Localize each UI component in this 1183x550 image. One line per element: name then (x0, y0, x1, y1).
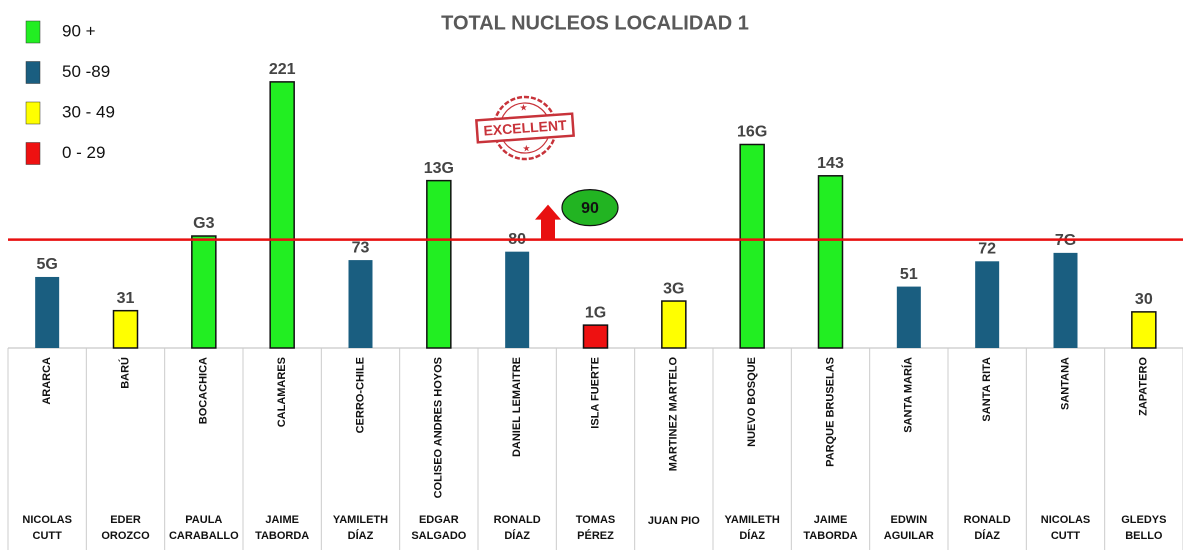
value-label: 73 (352, 239, 370, 256)
manager-name: EDGAR (419, 514, 459, 526)
manager-name: OROZCO (101, 530, 150, 542)
value-label: 16G (737, 124, 767, 141)
manager-name: CUTT (1051, 530, 1081, 542)
manager-name: EDER (110, 514, 141, 526)
value-label: 3G (663, 280, 684, 297)
manager-name: YAMILETH (333, 514, 388, 526)
stamp: EXCELLENT ★ ★ (475, 95, 575, 161)
value-label: 51 (900, 266, 918, 283)
bar (817, 175, 844, 349)
value-label: 221 (269, 61, 296, 78)
legend-label: 0 - 29 (62, 143, 105, 162)
legend-swatch (25, 20, 41, 44)
bar (112, 309, 139, 349)
manager-name: PÉREZ (577, 529, 614, 542)
bar (505, 251, 530, 348)
bar (426, 179, 452, 349)
manager-name: SALGADO (411, 530, 466, 542)
bar (191, 235, 217, 349)
stamp-text: EXCELLENT (483, 117, 568, 139)
svg-text:★: ★ (519, 102, 528, 113)
manager-name: JAIME (265, 514, 299, 526)
value-label: G3 (193, 215, 214, 232)
legend-swatch (25, 142, 41, 165)
x-tick-label: SANTANA (1059, 357, 1071, 410)
manager-name: TABORDA (255, 530, 309, 542)
legend-swatch (25, 101, 41, 125)
x-tick-label: COLISEO ANDRES HOYOS (433, 357, 445, 498)
manager-name: CUTT (33, 530, 63, 542)
manager-name: PAULA (185, 514, 222, 526)
legend-label: 50 -89 (62, 62, 110, 81)
manager-name: BELLO (1125, 530, 1163, 542)
threshold-badge (561, 189, 619, 227)
bar (975, 261, 1000, 348)
arrow (535, 204, 561, 240)
manager-name: TABORDA (803, 530, 857, 542)
manager-name: TOMAS (576, 514, 616, 526)
chart-title: TOTAL NUCLEOS LOCALIDAD 1 (441, 12, 749, 34)
value-label: 72 (978, 241, 996, 258)
manager-name: AGUILAR (884, 530, 934, 542)
value-label: 30 (1135, 291, 1153, 308)
manager-name: DÍAZ (504, 529, 530, 542)
manager-name: YAMILETH (725, 514, 780, 526)
x-tick-label: CALAMARES (276, 357, 288, 427)
x-tick-label: ISLA FUERTE (589, 357, 601, 429)
value-label: 1G (585, 304, 606, 321)
threshold-label: 90 (581, 200, 599, 217)
legend-swatch (25, 61, 41, 84)
x-tick-label: ARARCA (41, 357, 53, 405)
manager-name: DÍAZ (974, 529, 1000, 542)
bar (739, 143, 765, 349)
bar (661, 300, 687, 349)
x-tick-label: ZAPATERO (1138, 357, 1150, 416)
manager-name: NICOLAS (22, 514, 72, 526)
bar (582, 324, 609, 349)
manager-name: RONALD (494, 514, 541, 526)
manager-name: DÍAZ (348, 529, 374, 542)
x-tick-label: SANTA MARÍA (902, 357, 915, 433)
legend-label: 30 - 49 (62, 102, 115, 121)
bar (1053, 252, 1078, 348)
manager-name: EDWIN (890, 514, 927, 526)
manager-name: JAIME (814, 514, 848, 526)
value-label: 31 (117, 290, 135, 307)
x-tick-label: SANTA RITA (981, 357, 993, 422)
bar (1131, 311, 1157, 349)
legend-label: 90 + (62, 21, 96, 40)
value-label: 13G (424, 160, 454, 177)
value-label: 5G (36, 256, 57, 273)
bar (35, 276, 60, 348)
value-label: 143 (817, 155, 844, 172)
x-tick-label: MARTINEZ MARTELO (668, 357, 680, 472)
bar (896, 286, 921, 348)
x-tick-label: BOCACHICA (198, 357, 210, 424)
manager-name: NICOLAS (1041, 514, 1091, 526)
bar (269, 81, 295, 349)
x-tick-label: DANIEL LEMAITRE (511, 357, 523, 457)
manager-name: RONALD (964, 514, 1011, 526)
svg-text:★: ★ (522, 143, 531, 154)
manager-name: CARABALLO (169, 530, 239, 542)
manager-name: DÍAZ (739, 529, 765, 542)
x-tick-label: CERRO-CHILE (354, 357, 366, 433)
manager-name: JUAN PIO (648, 515, 700, 527)
manager-name: GLEDYS (1121, 514, 1166, 526)
bar (348, 260, 373, 348)
x-tick-label: NUEVO BOSQUE (746, 357, 758, 447)
x-tick-label: BARÚ (118, 357, 131, 389)
x-tick-label: PARQUE BRUSELAS (824, 357, 836, 467)
